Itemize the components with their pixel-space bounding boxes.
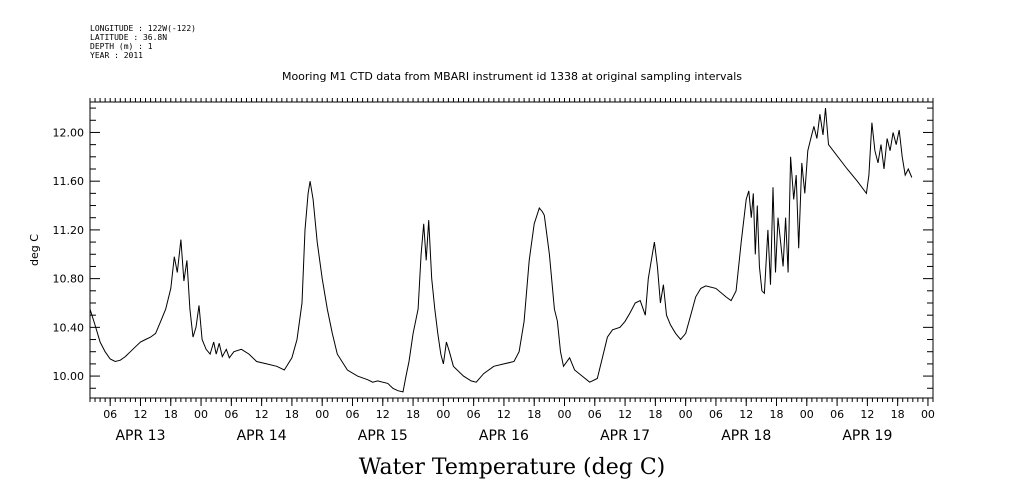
x-day-label: APR 16 [479,428,529,444]
y-axis-label: deg C [28,234,41,266]
x-tick-label: 06 [467,408,481,421]
x-tick-label: 18 [891,408,905,421]
x-tick-label: 12 [739,408,753,421]
meta-latitude: LATITUDE : 36.8N [90,33,167,42]
x-tick-label: 18 [770,408,784,421]
x-tick-label: 00 [679,408,693,421]
x-axis-label: Water Temperature (deg C) [359,455,666,480]
meta-longitude: LONGITUDE : 122W(-122) [90,24,196,33]
x-tick-label: 12 [618,408,632,421]
x-tick-label: 18 [527,408,541,421]
y-tick-label: 11.20 [53,224,85,237]
top-minor-ticks [89,98,934,102]
x-day-label: APR 13 [115,428,165,444]
x-day-label: APR 15 [358,428,408,444]
y-tick-label: 10.80 [53,273,85,286]
x-day-label: APR 18 [721,428,771,444]
x-tick-label: 18 [164,408,178,421]
x-tick-label: 12 [255,408,269,421]
chart-title: Mooring M1 CTD data from MBARI instrumen… [282,70,742,83]
x-tick-label: 00 [194,408,208,421]
x-day-label: APR 14 [237,428,287,444]
x-axis: 06 12 18 00 06 12 18 00 06 12 18 00 06 12 18 00 06 12 18 00… [89,398,935,444]
x-tick-label: 06 [224,408,238,421]
plot-frame [89,101,934,399]
x-tick-label: 12 [133,408,147,421]
x-tick-label: 18 [285,408,299,421]
x-tick-label: 06 [345,408,359,421]
meta-depth: DEPTH (m) : 1 [90,42,153,51]
y-tick-label: 10.40 [53,321,85,334]
x-tick-label: 12 [376,408,390,421]
x-tick-label: 06 [588,408,602,421]
x-tick-label: 12 [860,408,874,421]
x-tick-label: 00 [436,408,450,421]
x-tick-label: 00 [921,408,935,421]
x-day-label: APR 19 [842,428,892,444]
x-tick-label: 06 [103,408,117,421]
x-tick-label: 18 [648,408,662,421]
x-day-label: APR 17 [600,428,650,444]
meta-year: YEAR : 2011 [90,51,143,60]
x-tick-label: 06 [709,408,723,421]
y-tick-label: 10.00 [53,370,85,383]
y-tick-label: 11.60 [53,175,85,188]
x-tick-label: 00 [558,408,572,421]
x-tick-label: 00 [315,408,329,421]
x-tick-label: 18 [406,408,420,421]
y-tick-label: 12.00 [53,126,85,139]
x-tick-label: 00 [800,408,814,421]
y-axis: 10.00 10.40 10.80 11.20 11.60 12.00 [53,107,933,389]
x-tick-label: 06 [830,408,844,421]
x-tick-label: 12 [497,408,511,421]
series-line [89,108,913,393]
